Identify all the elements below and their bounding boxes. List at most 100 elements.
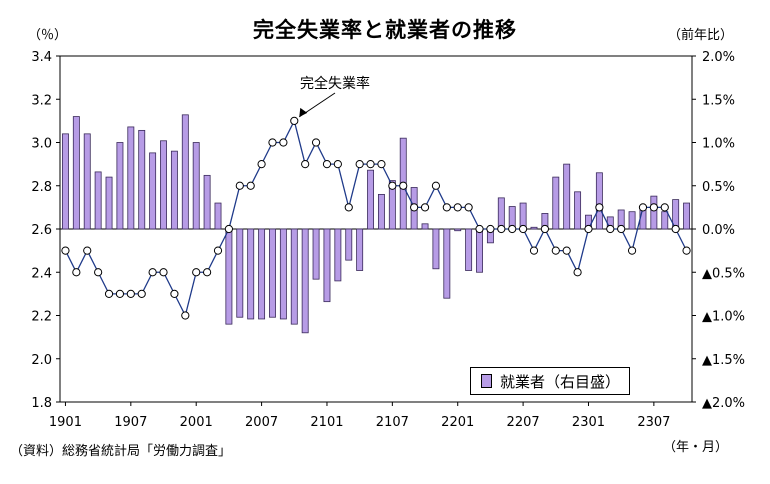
employed-bar xyxy=(650,195,658,230)
unemployment-point xyxy=(431,181,441,190)
unemployment-point xyxy=(355,160,364,169)
employed-bar xyxy=(225,228,233,325)
unemployment-point xyxy=(497,224,506,234)
unemployment-point xyxy=(486,224,495,234)
unemployment-point xyxy=(170,289,179,298)
left-axis-tick-label: 2.6 xyxy=(31,223,52,238)
employed-bar xyxy=(443,228,451,299)
unemployment-point xyxy=(83,246,92,255)
unemployment-point xyxy=(224,224,233,234)
employed-bar xyxy=(61,133,69,230)
x-axis-tick-label: 2007 xyxy=(245,415,278,430)
unemployment-point xyxy=(606,224,615,234)
employed-bar xyxy=(574,191,582,230)
employed-bar xyxy=(476,228,483,273)
unemployment-point xyxy=(442,203,451,212)
unemployment-point xyxy=(148,268,157,277)
unemployment-point xyxy=(453,203,462,212)
employed-bar xyxy=(639,209,647,230)
right-axis-tick-label: 1.5% xyxy=(702,93,735,108)
right-axis-tick-label: 2.0% xyxy=(702,50,735,65)
unemployment-point xyxy=(540,224,549,234)
unemployment-point xyxy=(660,203,669,212)
unemployment-point xyxy=(671,224,680,234)
employed-bar xyxy=(301,228,309,334)
employed-bar xyxy=(388,180,396,230)
unemployment-point xyxy=(72,268,81,277)
unemployment-point xyxy=(159,268,168,277)
right-axis-tick-label: ▲1.0% xyxy=(702,310,745,325)
unemployment-point xyxy=(464,203,473,212)
unemployment-point xyxy=(410,203,419,212)
employed-bar xyxy=(628,211,636,230)
x-axis-tick-label: 2301 xyxy=(572,415,605,430)
unemployment-point xyxy=(551,246,560,255)
x-axis-tick-label: 2101 xyxy=(310,415,343,430)
employed-bar xyxy=(138,129,146,230)
unemployment-point xyxy=(61,246,70,255)
employed-bar xyxy=(323,228,331,303)
x-axis-tick-label: 1901 xyxy=(49,415,82,430)
employed-bar xyxy=(116,142,124,230)
employed-bar xyxy=(432,228,440,270)
unemployment-point xyxy=(301,160,310,169)
unemployment-point xyxy=(268,138,277,147)
left-axis-tick-label: 3.2 xyxy=(31,93,52,108)
unemployment-point xyxy=(377,160,386,169)
employed-bar xyxy=(160,140,167,230)
unemployment-point xyxy=(137,289,146,298)
source-note: （資料）総務省統計局「労働力調査」 xyxy=(10,444,232,459)
unemployment-point xyxy=(235,181,244,190)
employed-bar xyxy=(454,228,462,232)
unemployment-point xyxy=(584,224,593,234)
line-annotation-label: 完全失業率 xyxy=(300,76,370,92)
employed-bar xyxy=(192,142,200,230)
employed-bar xyxy=(170,150,178,230)
employed-bar xyxy=(530,226,538,230)
employed-bar xyxy=(683,202,691,230)
unemployment-point xyxy=(344,203,353,212)
right-axis-unit: （前年比） xyxy=(668,28,734,43)
unemployment-point xyxy=(529,246,539,255)
employed-bar xyxy=(181,114,189,230)
x-axis-tick-label: 2107 xyxy=(376,415,409,430)
unemployment-point xyxy=(627,246,637,255)
right-axis-tick-label: ▲1.5% xyxy=(702,353,745,368)
employed-bar xyxy=(94,171,102,230)
employed-bar xyxy=(367,169,375,230)
employed-bar xyxy=(72,116,80,230)
left-axis-tick-label: 2.8 xyxy=(31,180,52,195)
annotation-arrow-head xyxy=(299,107,308,117)
unemployment-point xyxy=(94,268,103,277)
left-axis-tick-label: 2.0 xyxy=(31,353,52,368)
right-axis-tick-label: 1.0% xyxy=(702,137,735,152)
left-axis-tick-label: 3.0 xyxy=(31,137,52,152)
employed-bar xyxy=(236,228,244,318)
employed-bar xyxy=(497,197,505,230)
employed-bar xyxy=(105,176,113,230)
employed-bar xyxy=(661,211,669,230)
unemployment-point xyxy=(595,203,604,212)
unemployment-point xyxy=(573,268,582,277)
employed-bar xyxy=(203,174,211,230)
unemployment-point xyxy=(115,289,125,298)
left-axis-unit: （％） xyxy=(28,28,68,43)
unemployment-point xyxy=(366,160,375,169)
employed-bar xyxy=(334,228,342,282)
unemployment-point xyxy=(519,224,528,234)
employed-bar xyxy=(345,228,353,261)
unemployment-point xyxy=(399,181,408,190)
unemployment-point xyxy=(638,203,648,212)
employed-bar xyxy=(279,228,287,320)
employed-bar xyxy=(563,163,571,230)
unemployment-point xyxy=(649,203,658,212)
unemployment-point xyxy=(279,138,288,147)
employed-bar xyxy=(258,228,266,320)
left-axis-tick-label: 2.2 xyxy=(31,310,52,325)
unemployment-point xyxy=(126,289,135,298)
unemployment-point xyxy=(203,268,212,277)
unemployment-point xyxy=(617,224,626,234)
employed-bar xyxy=(552,176,560,230)
unemployment-point xyxy=(388,181,397,190)
x-axis-tick-label: 1907 xyxy=(114,415,147,430)
